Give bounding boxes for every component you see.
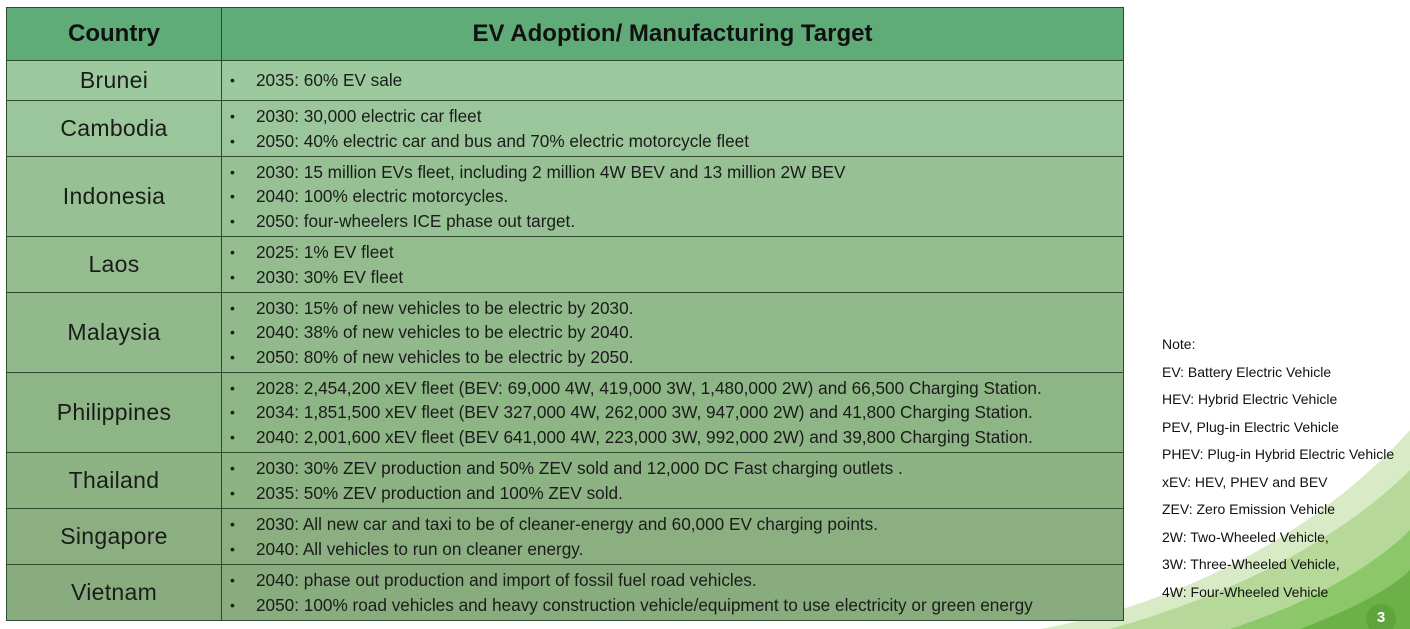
target-item: 2040: phase out production and import of… — [230, 568, 1123, 593]
note-line: 4W: Four-Wheeled Vehicle — [1162, 583, 1329, 600]
target-item: 2040: 38% of new vehicles to be electric… — [230, 320, 1123, 345]
target-cell: 2028: 2,454,200 xEV fleet (BEV: 69,000 4… — [221, 372, 1124, 453]
header-target: EV Adoption/ Manufacturing Target — [221, 7, 1124, 61]
target-list: 2030: 30,000 electric car fleet2050: 40%… — [230, 104, 1123, 153]
target-cell: 2030: 15 million EVs fleet, including 2 … — [221, 156, 1124, 237]
target-item: 2030: 15 million EVs fleet, including 2 … — [230, 160, 1123, 185]
country-cell: Malaysia — [6, 292, 222, 373]
table-header-row: Country EV Adoption/ Manufacturing Targe… — [6, 7, 1124, 61]
note-line: HEV: Hybrid Electric Vehicle — [1162, 391, 1338, 407]
country-cell: Vietnam — [6, 564, 222, 621]
target-item: 2050: 40% electric car and bus and 70% e… — [230, 129, 1123, 154]
target-item: 2028: 2,454,200 xEV fleet (BEV: 69,000 4… — [230, 376, 1123, 401]
target-item: 2025: 1% EV fleet — [230, 240, 1123, 265]
target-item: 2040: All vehicles to run on cleaner ene… — [230, 537, 1123, 562]
table-row: Indonesia 2030: 15 million EVs fleet, inc… — [6, 156, 1124, 237]
target-list: 2040: phase out production and import of… — [230, 568, 1123, 617]
note-line: PHEV: Plug-in Hybrid Electric Vehicle — [1162, 446, 1395, 462]
country-cell: Brunei — [6, 60, 222, 101]
target-cell: 2040: phase out production and import of… — [221, 564, 1124, 621]
note-line: xEV: HEV, PHEV and BEV — [1162, 473, 1328, 490]
note-line: 2W: Two-Wheeled Vehicle, — [1162, 528, 1329, 545]
target-item: 2030: 30% ZEV production and 50% ZEV sol… — [230, 456, 1123, 481]
table-row: Singapore 2030: All new car and taxi to b… — [6, 508, 1124, 565]
country-cell: Indonesia — [6, 156, 222, 237]
target-item: 2030: 30,000 electric car fleet — [230, 104, 1123, 129]
target-list: 2030: 15 million EVs fleet, including 2 … — [230, 160, 1123, 234]
target-cell: 2025: 1% EV fleet2030: 30% EV fleet — [221, 236, 1124, 293]
target-list: 2035: 60% EV sale — [230, 68, 1123, 93]
target-item: 2035: 60% EV sale — [230, 68, 1123, 93]
country-cell: Philippines — [6, 372, 222, 453]
target-item: 2034: 1,851,500 xEV fleet (BEV 327,000 4… — [230, 400, 1123, 425]
target-list: 2030: 15% of new vehicles to be electric… — [230, 296, 1123, 370]
target-cell: 2035: 60% EV sale — [221, 60, 1124, 101]
table-row: Laos2025: 1% EV fleet2030: 30% EV fleet — [6, 236, 1124, 293]
table-row: Thailand 2030: 30% ZEV production and 50%… — [6, 452, 1124, 509]
note-line: ZEV: Zero Emission Vehicle — [1162, 501, 1335, 517]
target-list: 2025: 1% EV fleet2030: 30% EV fleet — [230, 240, 1123, 289]
target-item: 2050: four-wheelers ICE phase out target… — [230, 209, 1123, 234]
target-list: 2030: All new car and taxi to be of clea… — [230, 512, 1123, 561]
header-country: Country — [6, 7, 222, 61]
target-item: 2040: 2,001,600 xEV fleet (BEV 641,000 4… — [230, 425, 1123, 450]
note-title: Note: — [1162, 336, 1196, 352]
target-list: 2028: 2,454,200 xEV fleet (BEV: 69,000 4… — [230, 376, 1123, 450]
target-item: 2030: 15% of new vehicles to be electric… — [230, 296, 1123, 321]
country-cell: Cambodia — [6, 100, 222, 157]
target-item: 2040: 100% electric motorcycles. — [230, 184, 1123, 209]
target-list: 2030: 30% ZEV production and 50% ZEV sol… — [230, 456, 1123, 505]
target-item: 2050: 100% road vehicles and heavy const… — [230, 593, 1123, 618]
target-cell: 2030: All new car and taxi to be of clea… — [221, 508, 1124, 565]
country-cell: Laos — [6, 236, 222, 293]
target-item: 2030: All new car and taxi to be of clea… — [230, 512, 1123, 537]
note-legend: Note: EV: Battery Electric Vehicle HEV: H… — [1162, 331, 1407, 606]
target-item: 2050: 80% of new vehicles to be electric… — [230, 345, 1123, 370]
target-cell: 2030: 15% of new vehicles to be electric… — [221, 292, 1124, 373]
table-row: Philippines 2028: 2,454,200 xEV fleet (BE… — [6, 372, 1124, 453]
page-number: 3 — [1376, 609, 1386, 626]
target-cell: 2030: 30,000 electric car fleet2050: 40%… — [221, 100, 1124, 157]
table-row: Brunei 2035: 60% EV sale — [6, 60, 1124, 101]
table-row: Cambodia2030: 30,000 electric car fleet2… — [6, 100, 1124, 157]
ev-target-table: Country EV Adoption/ Manufacturing Targe… — [6, 7, 1124, 621]
table-row: Vietnam 2040: phase out production and im… — [6, 564, 1124, 621]
table-row: Malaysia 2030: 15% of new vehicles to be … — [6, 292, 1124, 373]
target-item: 2030: 30% EV fleet — [230, 265, 1123, 290]
country-cell: Singapore — [6, 508, 222, 565]
target-item: 2035: 50% ZEV production and 100% ZEV so… — [230, 481, 1123, 506]
note-line: 3W: Three-Wheeled Vehicle, — [1162, 556, 1340, 572]
note-line: PEV, Plug-in Electric Vehicle — [1162, 418, 1339, 435]
target-cell: 2030: 30% ZEV production and 50% ZEV sol… — [221, 452, 1124, 509]
country-cell: Thailand — [6, 452, 222, 509]
note-line: EV: Battery Electric Vehicle — [1162, 363, 1332, 380]
